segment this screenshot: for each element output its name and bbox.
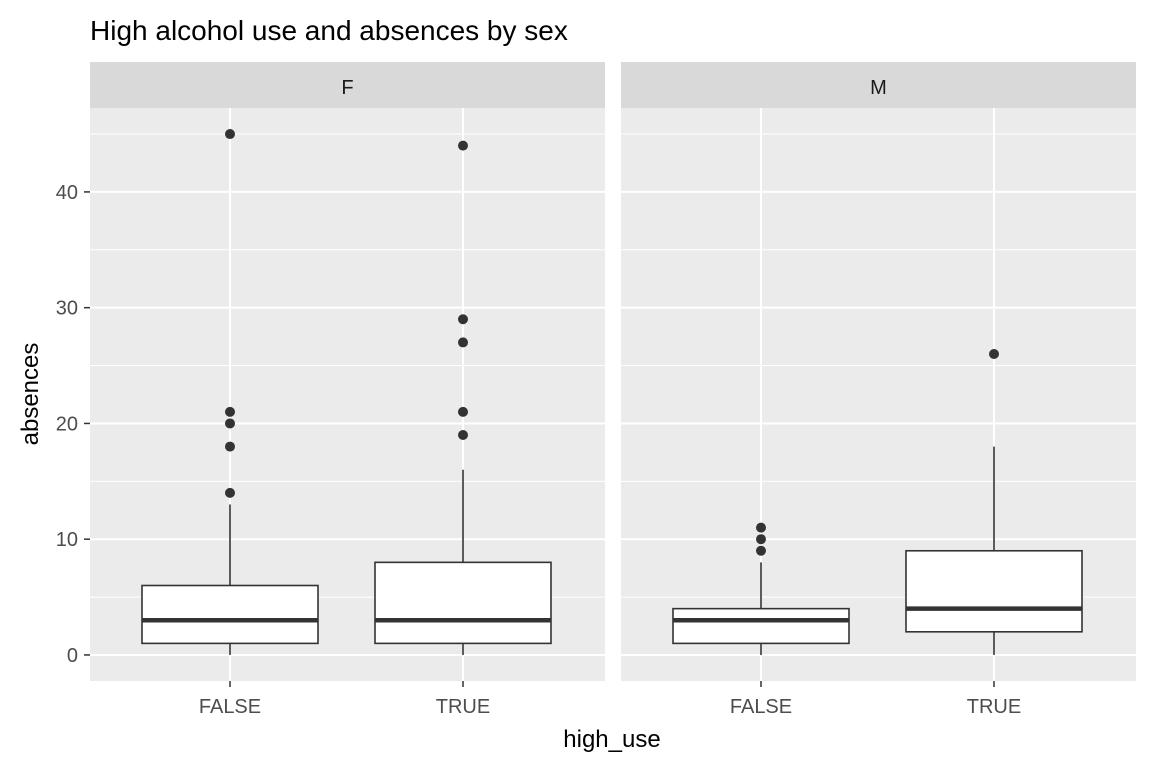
facet-panel-m: M FALSE TRUE <box>621 62 1136 718</box>
outlier-point <box>225 487 235 498</box>
box-iqr <box>905 549 1083 633</box>
x-tick-label: TRUE <box>436 696 490 718</box>
box-f-false <box>141 129 319 655</box>
outlier-point <box>989 348 999 359</box>
y-tick-label: 10 <box>56 529 78 551</box>
facet-strip <box>621 62 1136 108</box>
outlier-point <box>225 129 235 140</box>
outlier-point <box>756 545 766 556</box>
outlier-point <box>458 140 468 151</box>
box-iqr <box>141 584 319 645</box>
facet-strip <box>90 62 605 108</box>
chart-title: High alcohol use and absences by sex <box>90 15 568 46</box>
y-axis-title: absences <box>17 343 44 446</box>
outlier-point <box>458 337 468 348</box>
facet-panels: F FALSE TRUE M FALSE TRUE <box>90 62 1136 718</box>
outlier-point <box>756 534 766 545</box>
box-m-true <box>905 348 1083 655</box>
box-iqr <box>374 561 552 645</box>
y-tick-label: 40 <box>56 182 78 204</box>
x-tick-label: FALSE <box>730 696 792 718</box>
box-f-true <box>374 140 552 655</box>
x-tick-label: FALSE <box>199 696 261 718</box>
outlier-point <box>458 406 468 417</box>
facet-strip-label: M <box>870 77 887 99</box>
outlier-point <box>225 418 235 429</box>
outlier-point <box>756 522 766 533</box>
x-tick-label: TRUE <box>967 696 1021 718</box>
y-axis: 0 10 20 30 40 <box>56 182 90 667</box>
y-tick-label: 30 <box>56 298 78 320</box>
box-iqr <box>672 607 850 645</box>
outlier-point <box>458 314 468 325</box>
x-axis-title: high_use <box>563 726 660 753</box>
outlier-point <box>225 406 235 417</box>
facet-strip-label: F <box>341 77 353 99</box>
facet-panel-f: F FALSE TRUE <box>90 62 605 718</box>
box-m-false <box>672 522 850 655</box>
outlier-point <box>458 430 468 441</box>
y-tick-label: 20 <box>56 413 78 435</box>
y-tick-label: 0 <box>67 645 78 667</box>
outlier-point <box>225 441 235 452</box>
